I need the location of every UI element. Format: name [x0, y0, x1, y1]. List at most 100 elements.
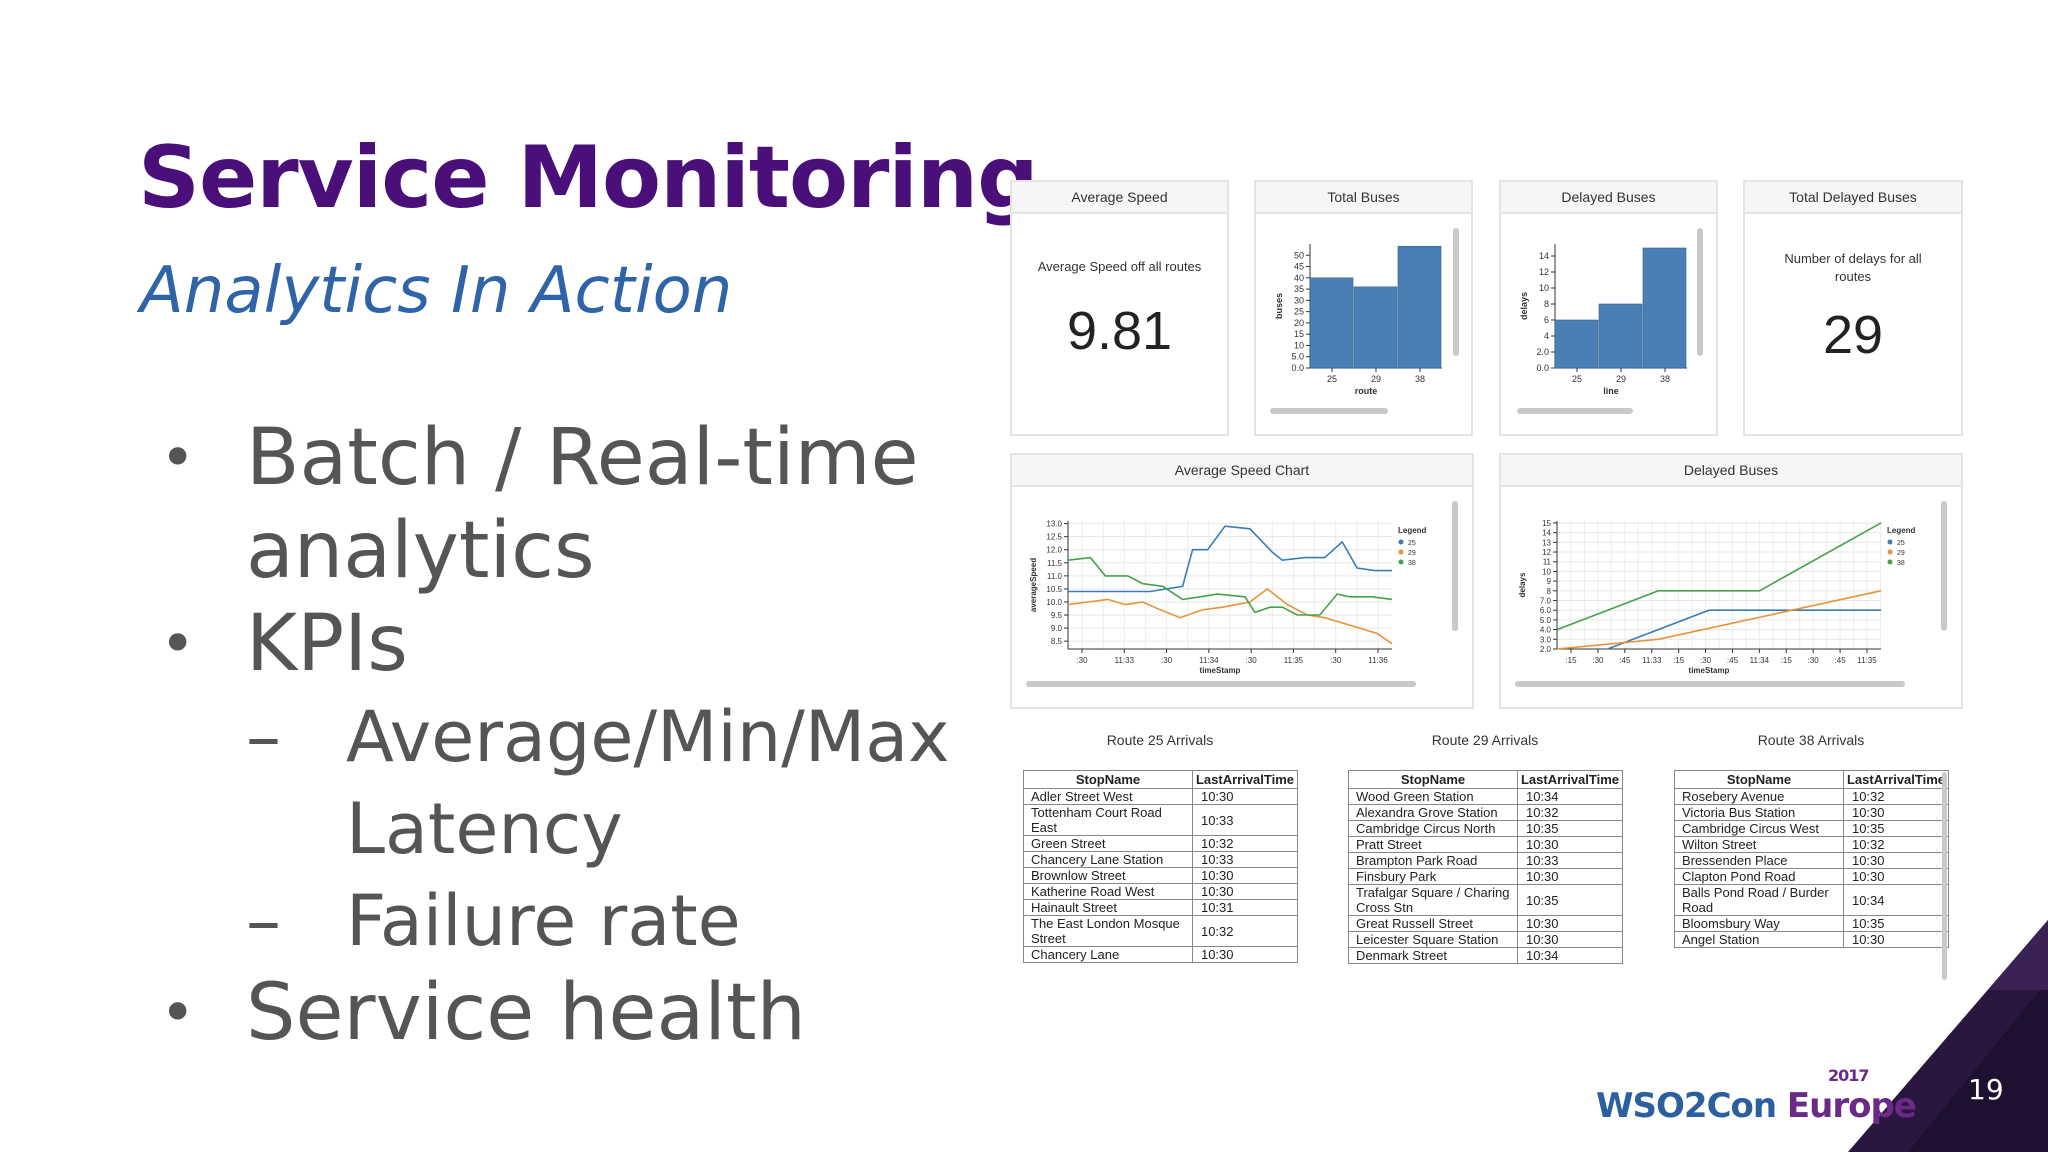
total-delays-value: 29: [1822, 305, 1884, 365]
stop-name-cell: Balls Pond Road / Burder Road: [1674, 884, 1844, 916]
arrival-time-cell: 10:33: [1191, 851, 1298, 868]
vertical-scrollbar[interactable]: [1942, 772, 1947, 980]
y-tick-label: 0.0: [1536, 363, 1549, 373]
x-tick-label: :30: [1700, 656, 1712, 665]
table-row: Clapton Pond Road 10:30: [1674, 868, 1949, 885]
vertical-scrollbar[interactable]: [1697, 228, 1703, 356]
delayed-buses-widget: Delayed Buses 0.0 2.0 4 6 8 10 12 14 25 29 38 line d…: [1499, 180, 1718, 436]
column-header[interactable]: LastArrivalTime: [1516, 770, 1623, 789]
y-axis-label: averageSpeed: [1029, 558, 1038, 612]
vertical-scrollbar[interactable]: [1452, 501, 1458, 631]
arrival-time-cell: 10:35: [1516, 820, 1623, 837]
horizontal-scrollbar[interactable]: [1026, 681, 1416, 687]
y-tick-label: 50: [1294, 250, 1304, 260]
total-delayed-buses-widget: Total Delayed Buses Number of delays for…: [1743, 180, 1963, 436]
sub-bullet-item: – Average/Min/Max Latency: [160, 691, 960, 875]
legend-swatch: [1398, 539, 1404, 545]
horizontal-scrollbar[interactable]: [1515, 681, 1905, 687]
average-speed-chart-widget: Average Speed Chart 8.5 9.0 9.5 10.0 10.5 11.…: [1010, 453, 1474, 709]
table-row: Alexandra Grove Station 10:32: [1348, 804, 1623, 821]
vertical-scrollbar[interactable]: [1941, 501, 1947, 631]
x-tick-label: :45: [1727, 656, 1739, 665]
stop-name-cell: Brownlow Street: [1023, 867, 1193, 884]
y-tick-label: 12: [1542, 548, 1551, 557]
table-row: Great Russell Street 10:30: [1348, 915, 1623, 932]
table-row: Hainault Street 10:31: [1023, 899, 1298, 916]
legend-title: Legend: [1398, 526, 1427, 535]
y-tick-label: 11: [1543, 558, 1552, 567]
y-tick-label: 40: [1294, 273, 1304, 283]
bar: [1598, 303, 1643, 369]
y-tick-label: 8: [1547, 587, 1552, 596]
bar: [1554, 319, 1599, 369]
bar: [1642, 247, 1687, 369]
x-tick-label: 25: [1572, 374, 1582, 384]
column-header[interactable]: LastArrivalTime: [1191, 770, 1298, 789]
vertical-scrollbar[interactable]: [1453, 228, 1459, 356]
average-speed-line-chart: 8.5 9.0 9.5 10.0 10.5 11.0 11.5 12.0 12.5 13.0:30…: [1029, 520, 1427, 675]
arrival-time-cell: 10:30: [1516, 836, 1623, 853]
y-tick-label: 5.0: [1540, 616, 1552, 625]
y-tick-label: 14: [1539, 251, 1549, 261]
bullet-icon: •: [160, 978, 196, 1048]
column-header[interactable]: LastArrivalTime: [1842, 770, 1949, 789]
y-axis-label: delays: [1519, 292, 1529, 320]
y-tick-label: 2.0: [1536, 347, 1549, 357]
table-row: Brampton Park Road 10:33: [1348, 852, 1623, 869]
y-tick-label: 10: [1539, 283, 1549, 293]
x-tick-label: :45: [1619, 656, 1631, 665]
x-tick-label: 29: [1371, 374, 1381, 384]
table-row: Finsbury Park 10:30: [1348, 868, 1623, 885]
y-tick-label: 10: [1294, 340, 1304, 350]
x-tick-label: :30: [1076, 656, 1088, 665]
table-row: Rosebery Avenue 10:32: [1674, 788, 1949, 805]
bullet-text: Service health: [246, 968, 806, 1058]
y-tick-label: 25: [1294, 307, 1304, 317]
total-buses-widget: Total Buses 0.0 5.0 10 15 20 25 30 35 40 45 50 25 29…: [1254, 180, 1473, 436]
route-25-arrivals-table: StopName LastArrivalTime Adler Street West…: [1023, 770, 1298, 977]
y-tick-label: 45: [1294, 262, 1304, 272]
y-tick-label: 9.5: [1051, 611, 1063, 620]
x-tick-label: 11:35: [1284, 656, 1304, 665]
horizontal-scrollbar[interactable]: [1270, 408, 1388, 414]
column-header[interactable]: StopName: [1674, 770, 1844, 789]
stop-name-cell: Great Russell Street: [1348, 915, 1518, 932]
x-tick-label: 25: [1327, 374, 1337, 384]
y-tick-label: 4: [1544, 331, 1549, 341]
horizontal-scrollbar[interactable]: [1517, 408, 1633, 414]
bullet-icon: •: [160, 609, 196, 679]
stop-name-cell: Rosebery Avenue: [1674, 788, 1844, 805]
column-header[interactable]: StopName: [1348, 770, 1518, 789]
stop-name-cell: Denmark Street: [1348, 947, 1518, 964]
dash-icon: –: [246, 880, 281, 962]
legend-title: Legend: [1887, 526, 1916, 535]
sub-bullet-text: Latency: [346, 788, 623, 870]
average-speed-widget: Average Speed Average Speed off all rout…: [1010, 180, 1229, 436]
table-header-row: StopName LastArrivalTime: [1023, 770, 1298, 789]
corner-decoration: [1848, 920, 2048, 1152]
x-tick-label: :15: [1781, 656, 1793, 665]
average-speed-value: 9.81: [1066, 301, 1173, 361]
column-header[interactable]: StopName: [1023, 770, 1193, 789]
x-tick-label: 11:33: [1642, 656, 1662, 665]
arrival-time-cell: 10:32: [1516, 804, 1623, 821]
y-tick-label: 9: [1547, 577, 1552, 586]
stop-name-cell: Finsbury Park: [1348, 868, 1518, 885]
slide-title: Service Monitoring: [138, 128, 1039, 228]
delayed-buses-bar-chart: 0.0 2.0 4 6 8 10 12 14 25 29 38 line delays: [1519, 244, 1687, 396]
widget-header: Average Speed: [1012, 182, 1227, 214]
arrivals-table: StopName LastArrivalTime Adler Street West…: [1023, 770, 1298, 963]
arrival-time-cell: 10:35: [1842, 915, 1949, 932]
stop-name-cell: Bloomsbury Way: [1674, 915, 1844, 932]
x-axis-label: line: [1603, 386, 1619, 396]
x-tick-label: :30: [1330, 656, 1342, 665]
legend-swatch: [1887, 549, 1893, 555]
y-tick-label: 5.0: [1291, 352, 1304, 362]
widget-header: Total Buses: [1256, 182, 1471, 214]
y-tick-label: 7.0: [1540, 597, 1552, 606]
stop-name-cell: Hainault Street: [1023, 899, 1193, 916]
arrival-time-cell: 10:30: [1191, 788, 1298, 805]
table-row: Denmark Street 10:34: [1348, 947, 1623, 964]
y-tick-label: 3.0: [1540, 635, 1552, 644]
stop-name-cell: Bressenden Place: [1674, 852, 1844, 869]
